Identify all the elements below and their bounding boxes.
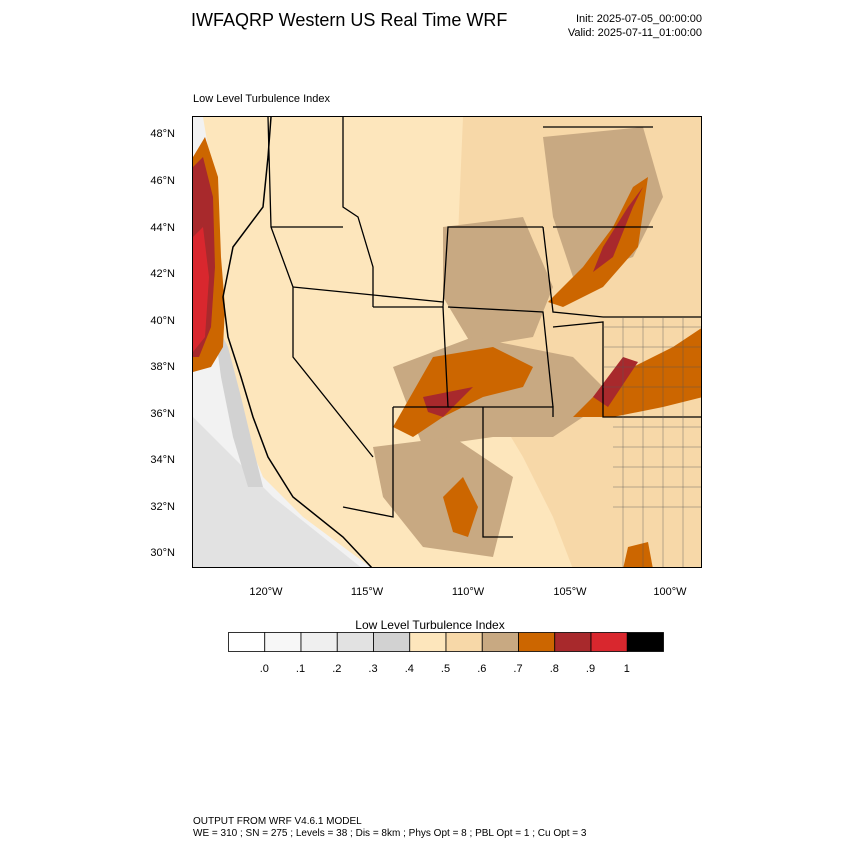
valid-time: Valid: 2025-07-11_01:00:00	[567, 27, 702, 39]
lon-label: 110°W	[451, 586, 485, 598]
lat-label: 40°N	[150, 315, 175, 327]
lat-label: 42°N	[150, 268, 175, 280]
ocean-region	[193, 117, 371, 567]
lon-label: 120°W	[249, 586, 283, 598]
colorbar-swatch	[554, 632, 592, 652]
coastal-red-band	[193, 227, 209, 352]
colorbar-label: .6	[477, 663, 487, 675]
footer-model-line: OUTPUT FROM WRF V4.6.1 MODEL	[193, 816, 362, 827]
colorbar-swatch	[590, 632, 628, 652]
plot-subtitle: Low Level Turbulence Index	[193, 93, 330, 105]
state-borders	[267, 117, 701, 538]
colorbar-swatch	[373, 632, 411, 652]
colorbar-label: .8	[549, 663, 559, 675]
colorbar-label: .3	[368, 663, 378, 675]
colorbar-swatch	[518, 632, 556, 652]
colorbar-swatch	[300, 632, 338, 652]
lat-label: 34°N	[150, 454, 175, 466]
colorbar-label: .7	[513, 663, 523, 675]
colorbar-swatch	[409, 632, 447, 652]
lat-label: 48°N	[150, 128, 175, 140]
wyoming-brown	[443, 217, 553, 347]
high-zone-nebraska	[548, 177, 648, 307]
colorbar-swatch	[626, 632, 664, 652]
max-zone-kansas	[593, 357, 638, 407]
lon-label: 105°W	[553, 586, 587, 598]
turbulence-map	[193, 117, 701, 567]
colorbar-label: .9	[585, 663, 596, 675]
lat-label: 38°N	[150, 361, 175, 373]
high-zone-texas	[623, 542, 653, 567]
map-title: IWFAQRP Western US Real Time WRF	[191, 10, 508, 30]
footer-config-line: WE = 310 ; SN = 275 ; Levels = 38 ; Dis …	[193, 828, 587, 839]
lat-label: 46°N	[150, 175, 175, 187]
county-lines	[603, 317, 701, 567]
colorbar-label: .5	[440, 663, 451, 675]
lat-label: 30°N	[150, 547, 175, 559]
map-panel	[192, 116, 702, 568]
colorbar-label: .2	[332, 663, 342, 675]
ocean-region-south	[193, 417, 361, 567]
lat-label: 32°N	[150, 501, 175, 513]
colorbar-title: Low Level Turbulence Index	[355, 618, 505, 632]
colorbar-label: .4	[404, 663, 414, 675]
lat-label: 36°N	[150, 408, 175, 420]
lon-label: 100°W	[653, 586, 687, 598]
max-zone-nebraska	[593, 187, 643, 272]
init-time: Init: 2025-07-05_00:00:00	[576, 13, 702, 25]
colorbar-swatch	[481, 632, 519, 652]
lat-label: 44°N	[150, 222, 175, 234]
colorbar-label: .1	[295, 663, 306, 675]
coastline	[222, 117, 373, 567]
colorbar-swatch	[264, 632, 302, 652]
coastal-gray-band	[213, 317, 263, 487]
lon-label: 115°W	[350, 586, 384, 598]
colorbar-swatch	[336, 632, 374, 652]
colorbar-label: .0	[259, 663, 269, 675]
colorbar-swatch	[228, 632, 266, 652]
colorbar-label: 1	[623, 663, 630, 675]
high-zone-southern-az	[443, 477, 478, 537]
colorbar-swatch	[445, 632, 483, 652]
colorbar	[228, 632, 664, 652]
